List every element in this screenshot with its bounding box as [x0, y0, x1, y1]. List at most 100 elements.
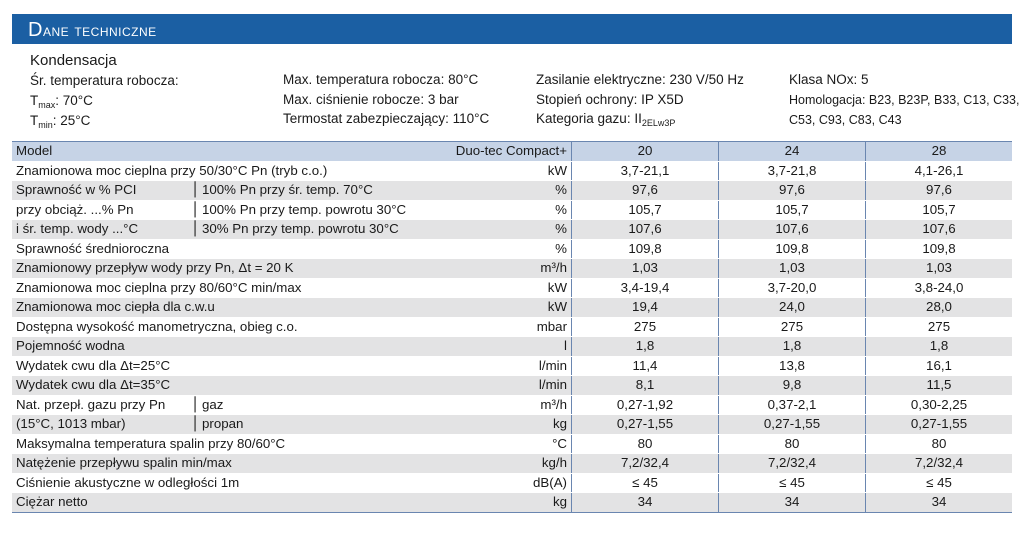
row-value-24: 97,6 — [718, 180, 866, 201]
row-label: Znamionowa moc cieplna przy 80/60°C min/… — [12, 278, 503, 298]
row-label-text: Sprawność średnioroczna — [16, 240, 169, 256]
row-label-condition: 100% Pn przy temp. powrotu 30°C — [202, 201, 407, 217]
row-value-24: 1,03 — [718, 258, 866, 279]
max-pressure-text: Max. ciśnienie robocze: 3 bar — [283, 92, 459, 107]
row-label-text: Ciśnienie akustyczne w odległości 1m — [16, 474, 240, 490]
row-value-28: 1,8 — [865, 336, 1012, 357]
row-value-20: 7,2/32,4 — [571, 453, 719, 474]
row-label-text: Pojemność wodna — [16, 338, 125, 354]
row-value-20: 109,8 — [571, 239, 719, 259]
row-label: Ciśnienie akustyczne w odległości 1m — [12, 473, 503, 493]
gas-category-sub: 2ELw3P — [641, 118, 676, 128]
row-value-24: 0,27-1,55 — [718, 414, 866, 435]
row-value-28: 28,0 — [865, 297, 1012, 318]
homologation-line-2: C53, C93, C83, C43 — [789, 113, 902, 127]
row-value-20: 0,27-1,55 — [571, 414, 719, 435]
table-row: przy obciąż. ...% Pn ⎪ 100% Pn przy temp. … — [12, 200, 1012, 220]
table-row: Ciśnienie akustyczne w odległości 1m dB(A… — [12, 473, 1012, 493]
row-unit: % — [503, 200, 572, 220]
row-value-20: 19,4 — [571, 297, 719, 318]
row-unit: mbar — [503, 317, 572, 337]
table-row: Znamionowa moc cieplna przy 50/30°C Pn (… — [12, 161, 1012, 181]
row-value-20: 1,8 — [571, 336, 719, 357]
section-title-initial: D — [28, 19, 43, 41]
row-label: przy obciąż. ...% Pn ⎪ 100% Pn przy temp. … — [12, 200, 503, 220]
row-label-condition: propan — [202, 416, 244, 432]
row-label-condition: gaz — [202, 396, 224, 412]
avg-temp-label: Śr. temperatura robocza: — [30, 73, 179, 88]
row-value-20: 11,4 — [571, 356, 719, 376]
row-value-28: 4,1-26,1 — [865, 161, 1012, 181]
row-label: Natężenie przepływu spalin min/max — [12, 453, 503, 474]
row-value-28: 11,5 — [865, 375, 1012, 396]
row-label-group: i śr. temp. wody ...°C — [16, 221, 139, 237]
table-row: Natężenie przepływu spalin min/max kg/h 7,… — [12, 453, 1012, 474]
row-value-28: 109,8 — [865, 239, 1012, 259]
model-header-24: 24 — [718, 141, 866, 162]
row-value-28: 80 — [865, 434, 1012, 454]
row-value-20: 3,4-19,4 — [571, 278, 719, 298]
row-unit: kW — [503, 297, 572, 318]
row-label-text: Znamionowy przepływ wody przy Pn, Δt = 2… — [16, 260, 294, 276]
spec-table: Model Duo-tec Compact+ 20 24 28 Znamiono… — [12, 141, 1012, 513]
row-value-20: 275 — [571, 317, 719, 337]
model-header-20: 20 — [571, 141, 719, 162]
row-label-text: Wydatek cwu dla Δt=35°C — [16, 377, 171, 393]
row-label-group: przy obciąż. ...% Pn — [16, 201, 134, 217]
row-label-group: Sprawność w % PCI — [16, 182, 137, 198]
tmax-sub: max — [38, 100, 56, 110]
row-value-24: 80 — [718, 434, 866, 454]
row-value-20: 1,03 — [571, 258, 719, 279]
row-label: i śr. temp. wody ...°C ⎪ 30% Pn przy temp.… — [12, 219, 503, 240]
row-label-condition: 30% Pn przy temp. powrotu 30°C — [202, 221, 399, 237]
row-value-20: 8,1 — [571, 375, 719, 396]
row-unit: l — [503, 336, 572, 357]
row-label-group: (15°C, 1013 mbar) — [16, 416, 126, 432]
section-title-rest: ane techniczne — [42, 21, 157, 40]
model-header: Model — [12, 141, 420, 162]
row-label-group: Nat. przepł. gazu przy Pn — [16, 396, 166, 412]
row-label: Maksymalna temperatura spalin przy 80/60… — [12, 434, 503, 454]
section-header-bar: Dane techniczne — [12, 14, 1012, 44]
row-value-28: 34 — [865, 492, 1012, 513]
row-label-text: Maksymalna temperatura spalin przy 80/60… — [16, 435, 286, 451]
row-label-text: Znamionowa moc ciepła dla c.w.u — [16, 299, 215, 315]
row-label: Dostępna wysokość manometryczna, obieg c… — [12, 317, 503, 337]
row-value-24: 0,37-2,1 — [718, 395, 866, 415]
row-unit: % — [503, 180, 572, 201]
row-value-28: ≤ 45 — [865, 473, 1012, 493]
row-label: Nat. przepł. gazu przy Pn ⎪ gaz — [12, 395, 503, 415]
row-unit: kg — [503, 492, 572, 513]
row-label-text: Dostępna wysokość manometryczna, obieg c… — [16, 318, 298, 334]
row-unit: m³/h — [503, 395, 572, 415]
row-value-24: 105,7 — [718, 200, 866, 220]
row-label: Sprawność średnioroczna — [12, 239, 503, 259]
tmin-value: : 25°C — [52, 113, 91, 128]
brace-icon: ⎪ — [190, 221, 200, 237]
row-value-24: 3,7-21,8 — [718, 161, 866, 181]
row-value-28: 97,6 — [865, 180, 1012, 201]
intro-block: Kondensacja Śr. temperatura robocza: Tma… — [0, 0, 1024, 140]
table-row: Wydatek cwu dla Δt=25°C l/min 11,4 13,8 16,1 — [12, 356, 1012, 376]
model-header-28: 28 — [865, 141, 1012, 162]
table-row: Ciężar netto kg 34 34 34 — [12, 492, 1012, 513]
row-value-28: 0,30-2,25 — [865, 395, 1012, 415]
nox-class-text: Klasa NOx: 5 — [789, 72, 869, 87]
table-row: Wydatek cwu dla Δt=35°C l/min 8,1 9,8 11,5 — [12, 375, 1012, 396]
gas-category-line: Kategoria gazu: II2ELw3P — [536, 111, 675, 128]
brace-icon: ⎪ — [190, 416, 200, 432]
table-row: Znamionowy przepływ wody przy Pn, Δt = 2… — [12, 258, 1012, 279]
row-label-text: Ciężar netto — [16, 494, 88, 510]
row-value-24: 24,0 — [718, 297, 866, 318]
row-label-text: Znamionowa moc cieplna przy 80/60°C min/… — [16, 279, 302, 295]
brace-icon: ⎪ — [190, 396, 200, 412]
table-row: (15°C, 1013 mbar) ⎪ propan kg 0,27-1,55 0,27-… — [12, 414, 1012, 435]
row-label: Znamionowa moc ciepła dla c.w.u — [12, 297, 503, 318]
row-label: (15°C, 1013 mbar) ⎪ propan — [12, 414, 503, 435]
table-row: Znamionowa moc cieplna przy 80/60°C min/… — [12, 278, 1012, 298]
table-row: Sprawność średnioroczna% 109,8 109,8 109,8 — [12, 239, 1012, 259]
row-value-24: 109,8 — [718, 239, 866, 259]
row-value-28: 0,27-1,55 — [865, 414, 1012, 435]
row-value-24: 9,8 — [718, 375, 866, 396]
row-unit: l/min — [503, 375, 572, 396]
